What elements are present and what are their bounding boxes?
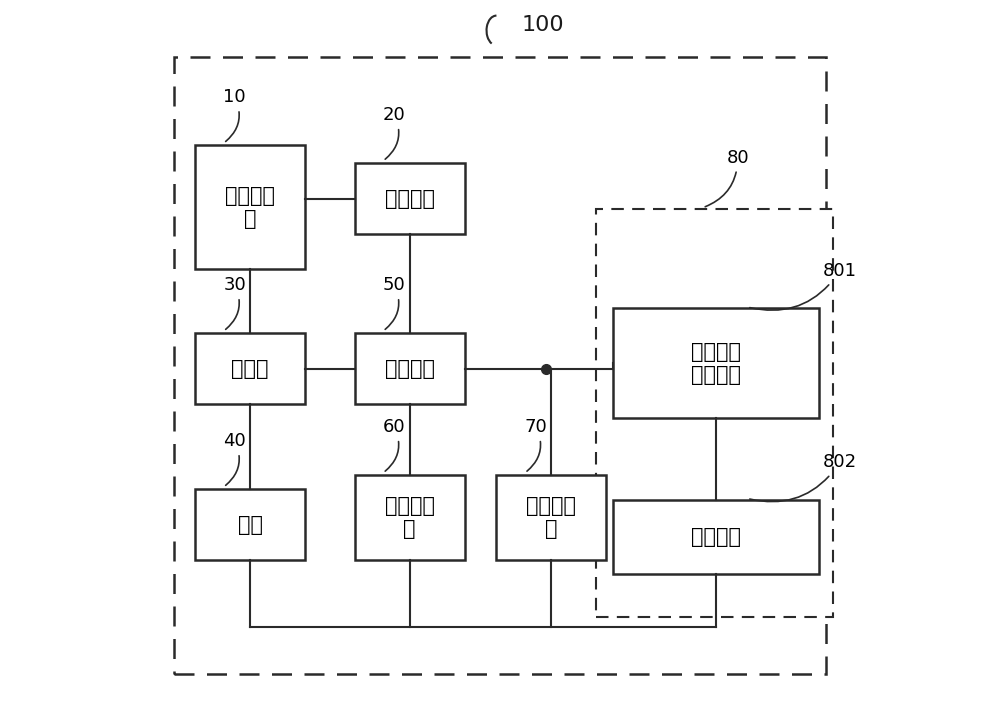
Text: 60: 60	[383, 418, 406, 471]
Text: 40: 40	[223, 432, 246, 486]
Bar	[613, 500, 819, 574]
Text: 20: 20	[383, 106, 406, 160]
Text: 水泵: 水泵	[238, 515, 263, 535]
Bar	[195, 145, 305, 269]
Text: 废弃再循
环冷却器: 废弃再循 环冷却器	[691, 342, 741, 385]
Text: 802: 802	[750, 454, 857, 502]
Bar	[195, 489, 305, 560]
Text: 发动机: 发动机	[231, 359, 269, 379]
Text: 50: 50	[383, 277, 406, 330]
Bar	[496, 475, 606, 560]
Text: 温控模块: 温控模块	[385, 359, 435, 379]
Bar	[355, 163, 465, 234]
Bar	[596, 209, 833, 617]
Bar	[355, 475, 465, 560]
Bar	[613, 308, 819, 418]
Bar	[355, 333, 465, 404]
Text: 暖风管路: 暖风管路	[691, 527, 741, 547]
Bar	[195, 333, 305, 404]
Text: 控制模块: 控制模块	[385, 189, 435, 208]
Bar	[174, 57, 826, 674]
Text: 80: 80	[705, 149, 749, 207]
Text: 30: 30	[223, 277, 246, 330]
Text: 小循环通
路: 小循环通 路	[385, 496, 435, 539]
Text: 801: 801	[750, 262, 857, 311]
Text: 70: 70	[525, 418, 548, 471]
Text: 大循环通
路: 大循环通 路	[526, 496, 576, 539]
Text: 100: 100	[521, 15, 564, 35]
Text: 温度传感
器: 温度传感 器	[225, 186, 275, 229]
Text: 10: 10	[223, 89, 246, 142]
